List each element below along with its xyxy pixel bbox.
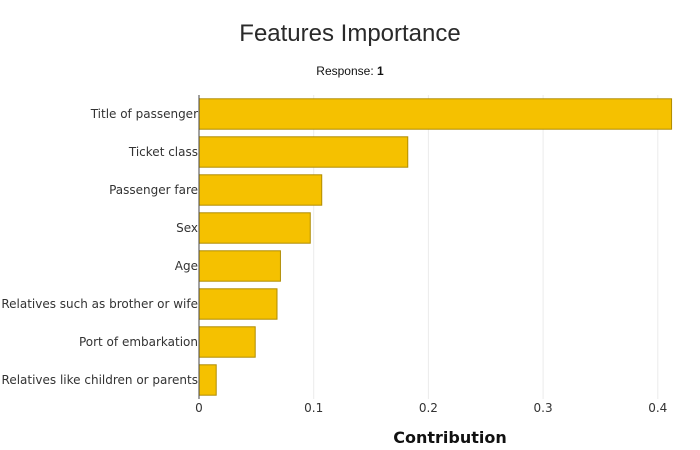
chart-subtitle: Response: 1 [0, 64, 700, 78]
x-axis-label: Contribution [393, 428, 507, 447]
x-tick-label: 0.4 [648, 401, 667, 415]
bar [198, 250, 281, 282]
subtitle-prefix: Response: [316, 64, 377, 78]
bar [198, 136, 409, 168]
chart-title: Features Importance [239, 20, 461, 47]
y-tick-label: Age [175, 259, 198, 273]
y-tick-label: Ticket class [128, 145, 198, 159]
bar [198, 326, 256, 358]
bar [198, 98, 673, 130]
bar [198, 212, 311, 244]
y-tick-label: Sex [176, 221, 198, 235]
y-tick-label: Port of embarkation [79, 335, 198, 349]
y-tick-label: Title of passenger [90, 107, 198, 121]
y-tick-label: Passenger fare [109, 183, 198, 197]
y-tick-label: Relatives such as brother or wife [1, 297, 198, 311]
y-tick-label: Relatives like children or parents [2, 373, 198, 387]
x-tick-label: 0.2 [419, 401, 438, 415]
x-tick-label: 0.3 [534, 401, 553, 415]
subtitle-value: 1 [377, 64, 384, 78]
bar [198, 288, 278, 320]
x-tick-label: 0 [195, 401, 203, 415]
x-tick-label: 0.1 [304, 401, 323, 415]
bar [198, 364, 217, 396]
bar [198, 174, 323, 206]
